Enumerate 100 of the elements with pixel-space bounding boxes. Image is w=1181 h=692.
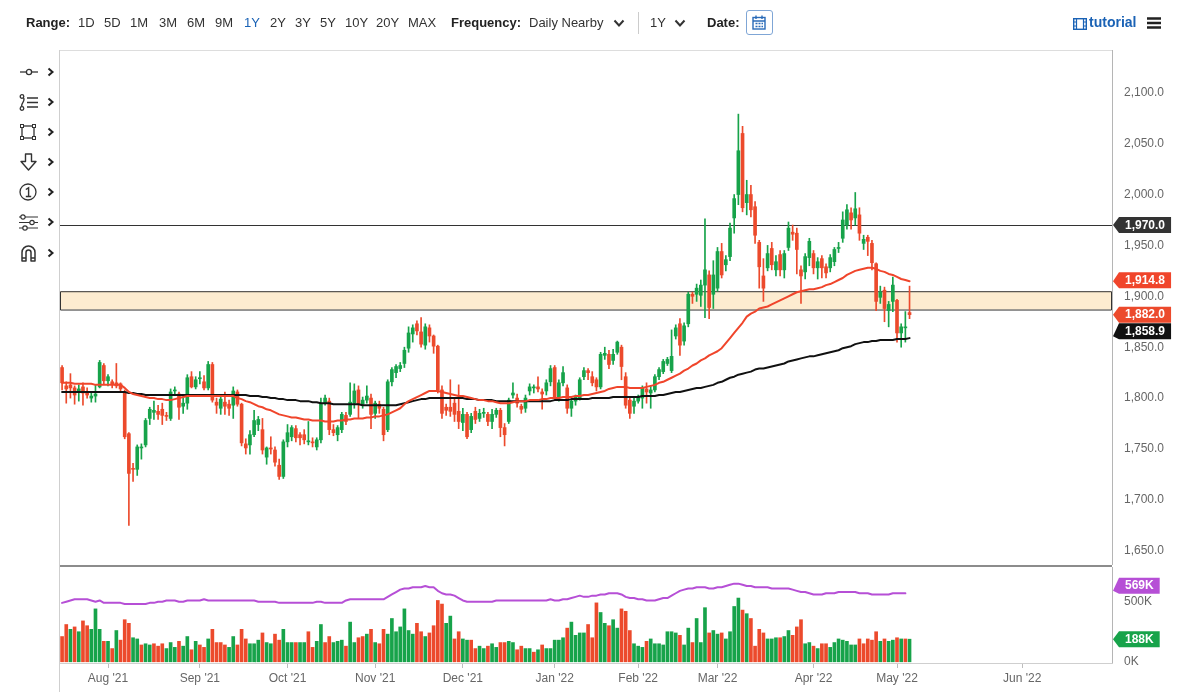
bar (540, 644, 544, 663)
bar (198, 644, 202, 663)
bar (824, 643, 828, 663)
bar (552, 639, 557, 663)
bar (390, 618, 394, 663)
bar (774, 637, 778, 663)
bar (231, 636, 236, 663)
text: 9M (215, 14, 234, 31)
x-tick-label: Nov '21 (355, 670, 396, 685)
bar (81, 620, 85, 663)
bar (435, 600, 440, 663)
text: 3Y (295, 14, 311, 31)
y-tick-label: 1,900.0 (1124, 288, 1165, 303)
candlestick (365, 385, 369, 404)
bar (853, 644, 858, 663)
bar (757, 629, 762, 663)
bar (678, 635, 682, 663)
bar (373, 642, 378, 663)
y-tick-label: 1,750.0 (1124, 441, 1165, 456)
y-tick-label: 2,100.0 (1124, 85, 1165, 100)
text: 1,914.8 (1125, 273, 1166, 288)
bar (298, 642, 302, 663)
text: tutorial (1089, 14, 1137, 31)
bar (653, 643, 657, 663)
bar (899, 638, 904, 663)
bar (289, 642, 294, 663)
bar (252, 643, 256, 663)
bar (799, 619, 803, 663)
y-tick-label: 1,800.0 (1124, 390, 1165, 405)
candlestick (448, 379, 453, 417)
bar (586, 624, 590, 663)
bar (486, 645, 490, 663)
bar (632, 643, 636, 663)
bar (582, 632, 586, 663)
bar (415, 622, 419, 663)
bar (85, 625, 89, 663)
bar (273, 633, 277, 663)
text: 188K (1125, 632, 1155, 646)
bar (256, 639, 261, 663)
bar (515, 649, 519, 663)
y-tick-label: 500K (1124, 593, 1153, 608)
bar (840, 639, 845, 663)
bar (469, 639, 474, 663)
x-tick-label: Jan '22 (535, 670, 575, 685)
text: 20Y (376, 14, 400, 31)
y-tick-label: 1,650.0 (1124, 543, 1165, 558)
text: 2Y (270, 14, 286, 31)
bar (147, 644, 152, 663)
bar (348, 621, 352, 663)
x-tick-label: Aug '21 (87, 670, 129, 685)
text: 1M (130, 14, 149, 31)
bar (707, 632, 711, 663)
text: 6M (187, 14, 206, 31)
bar (803, 643, 807, 663)
bar (456, 631, 461, 663)
y-tick-label: 0K (1124, 654, 1139, 669)
bar (461, 638, 465, 663)
y-tick-label: 1,950.0 (1124, 237, 1165, 252)
text: 5Y (320, 14, 336, 31)
bar (744, 613, 749, 663)
bar (327, 636, 332, 663)
bar (636, 645, 641, 663)
bar (749, 618, 753, 663)
bar (440, 603, 444, 663)
bar (703, 607, 707, 663)
bar (369, 629, 373, 663)
bar (193, 641, 198, 663)
text: 10Y (345, 14, 369, 31)
bar (76, 631, 81, 663)
x-tick-label: Oct '21 (268, 670, 307, 685)
bar (849, 644, 853, 663)
bar (122, 619, 127, 663)
x-tick-label: Mar '22 (697, 670, 738, 685)
bar (152, 643, 156, 663)
ref-line-label: 1,970.0 (1125, 217, 1166, 232)
bar (110, 648, 115, 663)
x-tick-label: Dec '21 (442, 670, 484, 685)
bar (248, 643, 252, 663)
x-tick-label: Feb '22 (618, 670, 659, 685)
bar (64, 624, 69, 663)
bar (506, 641, 511, 663)
bar (177, 641, 181, 663)
bar (106, 641, 110, 663)
text: 5D (104, 14, 121, 31)
bar (410, 633, 415, 663)
bar (719, 632, 724, 663)
bar (344, 645, 348, 663)
text: Frequency: (451, 14, 522, 31)
bar (490, 643, 494, 663)
bar (319, 624, 323, 663)
text: Range: (26, 14, 71, 31)
bar (156, 645, 160, 663)
text: 1,882.0 (1125, 307, 1166, 322)
bar (686, 627, 691, 663)
text: 1Y (244, 14, 260, 31)
bar (657, 643, 661, 663)
bar (891, 639, 895, 663)
bar (673, 632, 678, 663)
bar (895, 637, 899, 663)
bar (131, 637, 135, 663)
